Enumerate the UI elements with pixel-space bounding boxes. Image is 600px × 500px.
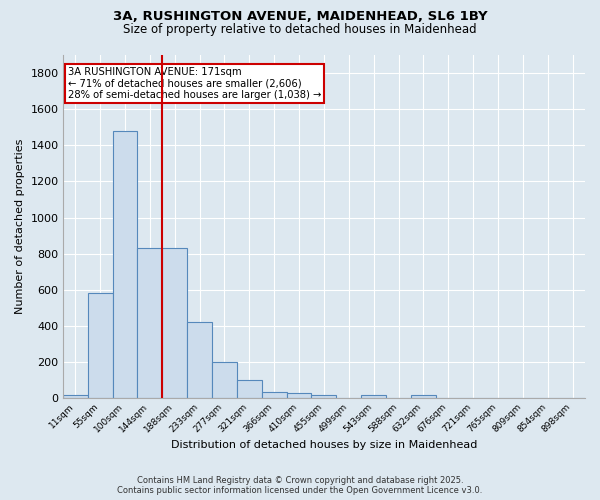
Text: 3A, RUSHINGTON AVENUE, MAIDENHEAD, SL6 1BY: 3A, RUSHINGTON AVENUE, MAIDENHEAD, SL6 1… [113,10,487,23]
Bar [411,396,436,398]
Bar [311,394,337,398]
Text: Contains HM Land Registry data © Crown copyright and database right 2025.
Contai: Contains HM Land Registry data © Crown c… [118,476,482,495]
Bar [212,362,237,398]
Bar [361,396,386,398]
Bar [113,131,137,398]
Bar [187,322,212,398]
Bar [63,394,88,398]
Bar [163,248,187,398]
Y-axis label: Number of detached properties: Number of detached properties [15,139,25,314]
Text: 3A RUSHINGTON AVENUE: 171sqm
← 71% of detached houses are smaller (2,606)
28% of: 3A RUSHINGTON AVENUE: 171sqm ← 71% of de… [68,67,322,100]
X-axis label: Distribution of detached houses by size in Maidenhead: Distribution of detached houses by size … [171,440,477,450]
Bar [88,294,113,398]
Text: Size of property relative to detached houses in Maidenhead: Size of property relative to detached ho… [123,22,477,36]
Bar [137,248,163,398]
Bar [262,392,287,398]
Bar [287,393,311,398]
Bar [237,380,262,398]
